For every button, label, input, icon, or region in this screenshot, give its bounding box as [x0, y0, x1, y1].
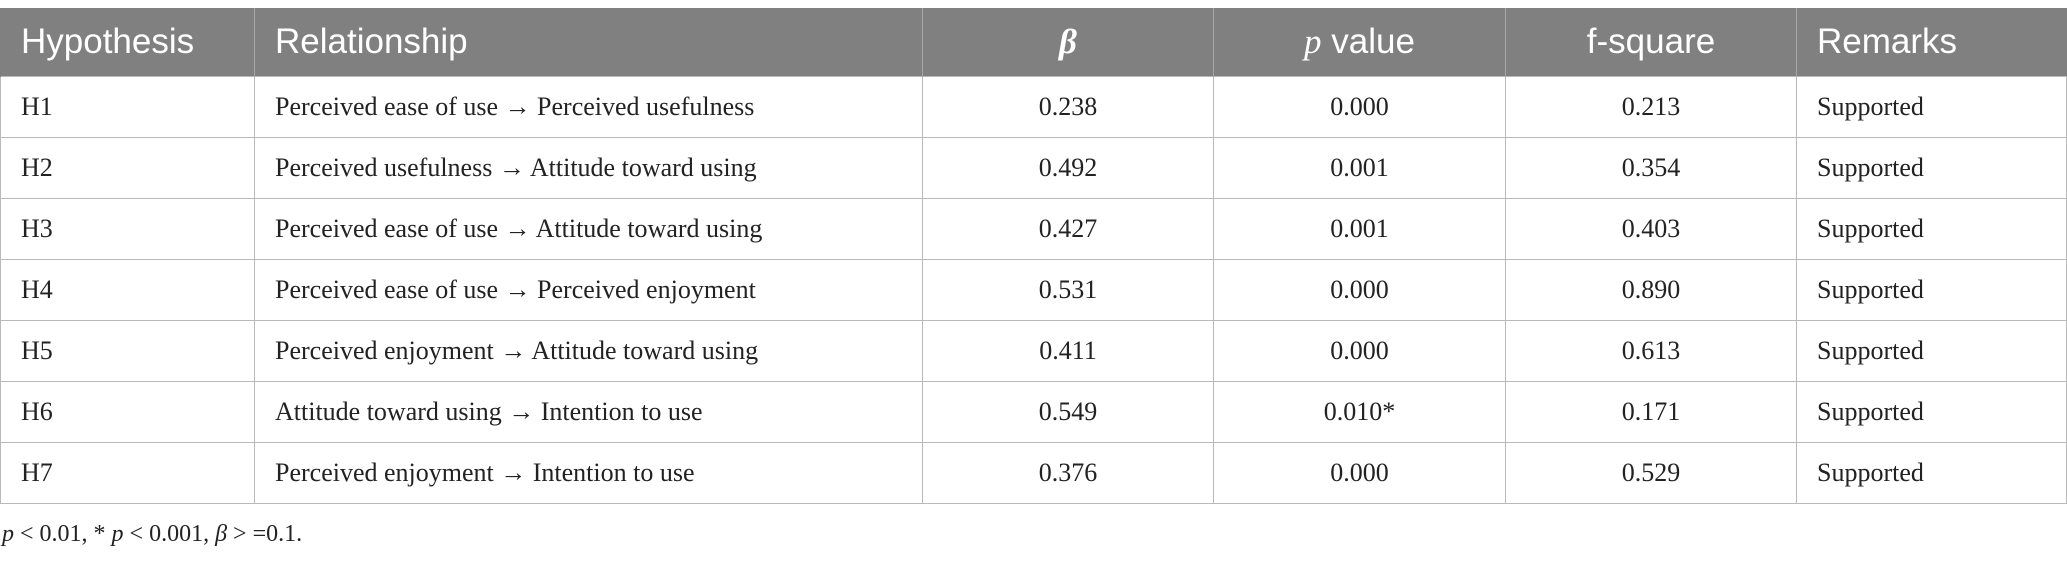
- cell-hypothesis: H3: [0, 198, 255, 260]
- cell-relationship: Perceived enjoyment → Intention to use: [254, 442, 923, 504]
- cell-relationship: Perceived usefulness → Attitude toward u…: [254, 137, 923, 199]
- cell-hypothesis: H2: [0, 137, 255, 199]
- table-row: H7 Perceived enjoyment → Intention to us…: [0, 442, 2067, 504]
- header-p-value: p value: [1213, 8, 1506, 77]
- cell-p-value: 0.001: [1213, 198, 1506, 260]
- table-row: H1 Perceived ease of use → Perceived use…: [0, 76, 2067, 138]
- cell-f-square: 0.890: [1505, 259, 1797, 321]
- cell-hypothesis: H7: [0, 442, 255, 504]
- header-beta-symbol: β: [1059, 22, 1077, 61]
- cell-beta: 0.492: [922, 137, 1214, 199]
- cell-remarks: Supported: [1796, 259, 2067, 321]
- cell-hypothesis: H5: [0, 320, 255, 382]
- cell-remarks: Supported: [1796, 76, 2067, 138]
- footnote-text: < 0.01, *: [14, 521, 112, 547]
- footnote-text: > =0.1.: [227, 521, 303, 547]
- hypothesis-results-table: Hypothesis Relationship β p value f-squa…: [0, 8, 2067, 504]
- header-remarks: Remarks: [1796, 8, 2067, 77]
- cell-relationship: Attitude toward using → Intention to use: [254, 381, 923, 443]
- cell-hypothesis: H6: [0, 381, 255, 443]
- table-header-row: Hypothesis Relationship β p value f-squa…: [0, 8, 2067, 77]
- cell-remarks: Supported: [1796, 137, 2067, 199]
- cell-relationship: Perceived ease of use → Perceived useful…: [254, 76, 923, 138]
- cell-beta: 0.549: [922, 381, 1214, 443]
- cell-p-value: 0.000: [1213, 259, 1506, 321]
- cell-beta: 0.531: [922, 259, 1214, 321]
- cell-hypothesis: H1: [0, 76, 255, 138]
- cell-relationship: Perceived enjoyment → Attitude toward us…: [254, 320, 923, 382]
- table-footnote: p < 0.01, * p < 0.001, β > =0.1.: [2, 521, 302, 548]
- cell-hypothesis: H4: [0, 259, 255, 321]
- cell-remarks: Supported: [1796, 198, 2067, 260]
- footnote-beta-symbol: β: [215, 521, 228, 547]
- header-beta: β: [922, 8, 1214, 77]
- cell-f-square: 0.171: [1505, 381, 1797, 443]
- table-row: H6 Attitude toward using → Intention to …: [0, 381, 2067, 443]
- table-row: H5 Perceived enjoyment → Attitude toward…: [0, 320, 2067, 382]
- footnote-text: < 0.001,: [123, 521, 216, 547]
- cell-remarks: Supported: [1796, 320, 2067, 382]
- table-row: H2 Perceived usefulness → Attitude towar…: [0, 137, 2067, 199]
- cell-beta: 0.376: [922, 442, 1214, 504]
- footnote-p-symbol: p: [111, 521, 124, 547]
- header-p-value-label: value: [1321, 22, 1415, 61]
- cell-remarks: Supported: [1796, 442, 2067, 504]
- cell-beta: 0.411: [922, 320, 1214, 382]
- header-relationship: Relationship: [254, 8, 923, 77]
- cell-beta: 0.238: [922, 76, 1214, 138]
- header-f-square: f-square: [1505, 8, 1797, 77]
- cell-p-value: 0.001: [1213, 137, 1506, 199]
- cell-f-square: 0.613: [1505, 320, 1797, 382]
- cell-f-square: 0.529: [1505, 442, 1797, 504]
- header-hypothesis: Hypothesis: [0, 8, 255, 77]
- cell-f-square: 0.213: [1505, 76, 1797, 138]
- header-p-symbol: p: [1304, 22, 1322, 61]
- cell-beta: 0.427: [922, 198, 1214, 260]
- cell-p-value: 0.010*: [1213, 381, 1506, 443]
- cell-remarks: Supported: [1796, 381, 2067, 443]
- cell-relationship: Perceived ease of use → Attitude toward …: [254, 198, 923, 260]
- table-row: H4 Perceived ease of use → Perceived enj…: [0, 259, 2067, 321]
- cell-f-square: 0.354: [1505, 137, 1797, 199]
- cell-f-square: 0.403: [1505, 198, 1797, 260]
- cell-p-value: 0.000: [1213, 320, 1506, 382]
- cell-relationship: Perceived ease of use → Perceived enjoym…: [254, 259, 923, 321]
- cell-p-value: 0.000: [1213, 76, 1506, 138]
- cell-p-value: 0.000: [1213, 442, 1506, 504]
- footnote-p-symbol: p: [2, 521, 14, 547]
- results-table-container: Hypothesis Relationship β p value f-squa…: [0, 8, 2067, 504]
- table-row: H3 Perceived ease of use → Attitude towa…: [0, 198, 2067, 260]
